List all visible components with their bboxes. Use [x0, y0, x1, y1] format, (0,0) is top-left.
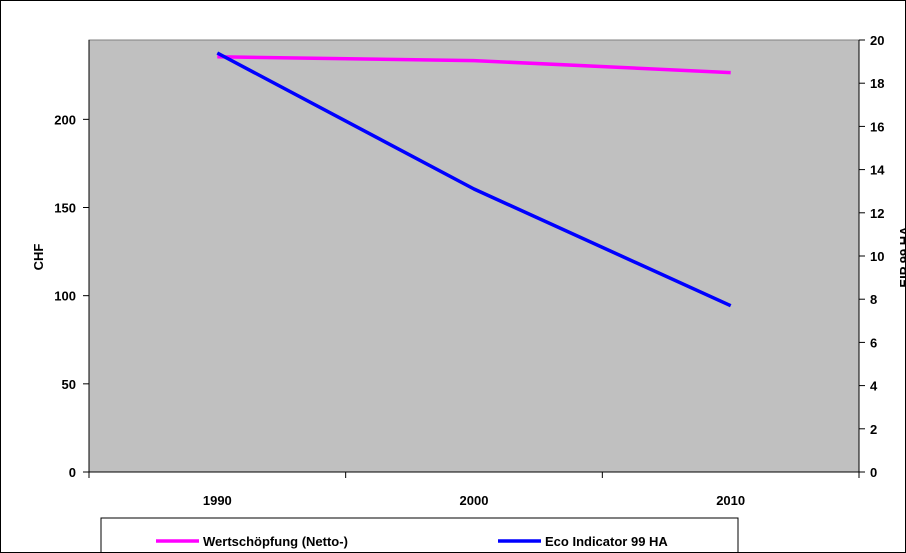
right-tick-label: 10 [870, 249, 884, 264]
right-tick-label: 2 [870, 422, 877, 437]
right-axis: 0 2 4 6 8 10 12 14 16 18 20 [858, 33, 885, 480]
left-tick-label: 50 [62, 377, 76, 392]
left-axis-title: CHF [31, 244, 46, 271]
x-tick-label: 1990 [203, 493, 232, 508]
left-axis: 0 50 100 150 200 [54, 40, 90, 480]
series-layer [216, 51, 732, 308]
series-line-eco-indicator [216, 51, 732, 308]
right-tick-label: 6 [870, 335, 877, 350]
plot-area [88, 39, 860, 473]
legend: Wertschöpfung (Netto-) Eco Indicator 99 … [100, 517, 739, 552]
x-tick-label: 2000 [460, 493, 489, 508]
x-axis: 1990 2000 2010 [88, 471, 860, 508]
right-tick-label: 14 [870, 163, 885, 178]
x-tick-label: 2010 [716, 493, 745, 508]
left-tick-label: 150 [54, 201, 76, 216]
left-tick-label: 100 [54, 289, 76, 304]
right-tick-label: 18 [870, 76, 884, 91]
left-tick-label: 200 [54, 112, 76, 127]
legend-label-eco-indicator: Eco Indicator 99 HA [545, 534, 668, 549]
right-tick-label: 8 [870, 292, 877, 307]
right-tick-label: 4 [870, 379, 878, 394]
right-tick-label: 12 [870, 206, 884, 221]
right-axis-title: EIP 99 HA [897, 226, 906, 288]
right-tick-label: 0 [870, 465, 877, 480]
right-tick-label: 16 [870, 119, 884, 134]
legend-box [100, 517, 739, 552]
right-tick-label: 20 [870, 33, 884, 48]
left-tick-label: 0 [69, 465, 76, 480]
series-line-wertschoepfung [217, 55, 731, 75]
legend-label-wertschoepfung: Wertschöpfung (Netto-) [203, 534, 348, 549]
